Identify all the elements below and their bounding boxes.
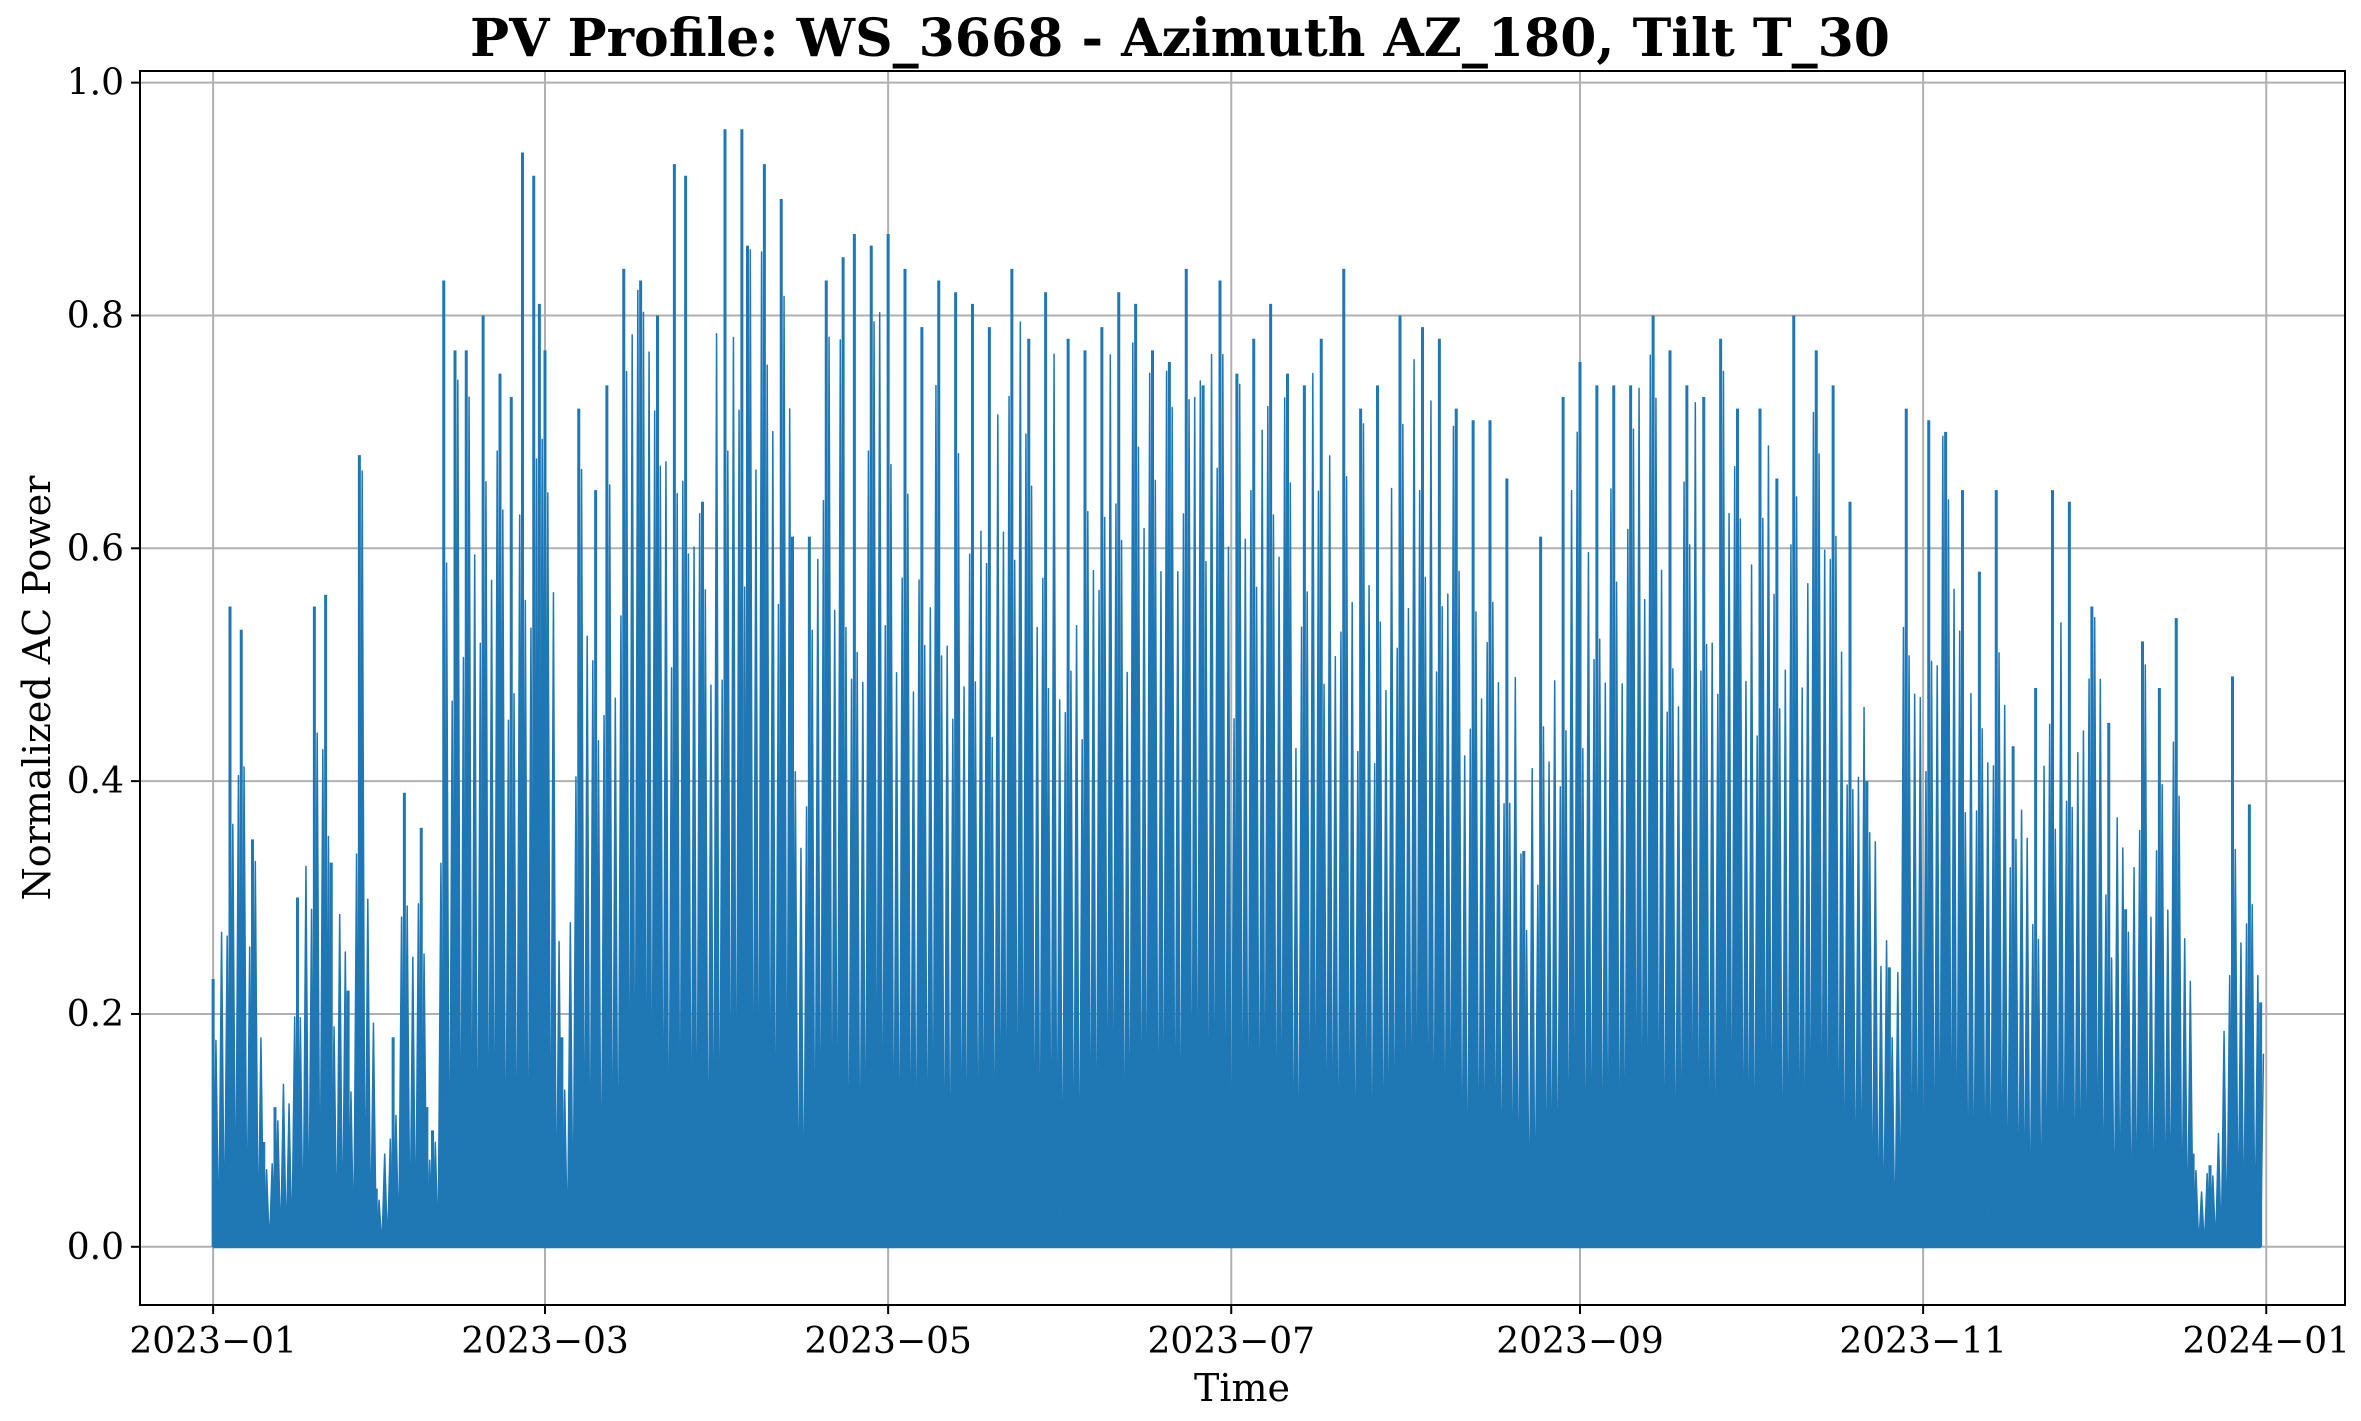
x-tick-label: 2023−03	[461, 1321, 629, 1362]
y-tick-label: 0.4	[67, 761, 124, 802]
x-axis-label: Time	[1194, 1366, 1290, 1410]
y-tick-label: 0.6	[67, 528, 124, 569]
x-tick-label: 2023−01	[129, 1321, 297, 1362]
x-tick-label: 2023−09	[1496, 1321, 1664, 1362]
x-axis: 2023−01 2023−03 2023−05 2023−07 2023−09 2023−…	[129, 1305, 2350, 1362]
x-tick-label: 2023−11	[1839, 1321, 2007, 1362]
x-tick-label: 2023−05	[804, 1321, 972, 1362]
x-tick-label: 2023−07	[1147, 1321, 1315, 1362]
chart-title: PV Profile: WS_3668 - Azimuth AZ_180, Ti…	[470, 8, 1890, 69]
plot-frame	[139, 70, 2346, 1306]
y-tick-label: 0.8	[67, 295, 124, 336]
y-tick-label: 0.2	[67, 994, 124, 1035]
data-layer	[211, 129, 2265, 1249]
series-fill	[212, 249, 2265, 1248]
y-tick-label: 1.0	[67, 63, 124, 104]
x-tick-label: 2024−01	[2182, 1321, 2350, 1362]
y-tick-label: 0.0	[67, 1227, 124, 1268]
y-axis: 0.0 0.2 0.4 0.6 0.8 1.0	[67, 63, 140, 1268]
y-axis-label: Normalized AC Power	[15, 475, 59, 901]
